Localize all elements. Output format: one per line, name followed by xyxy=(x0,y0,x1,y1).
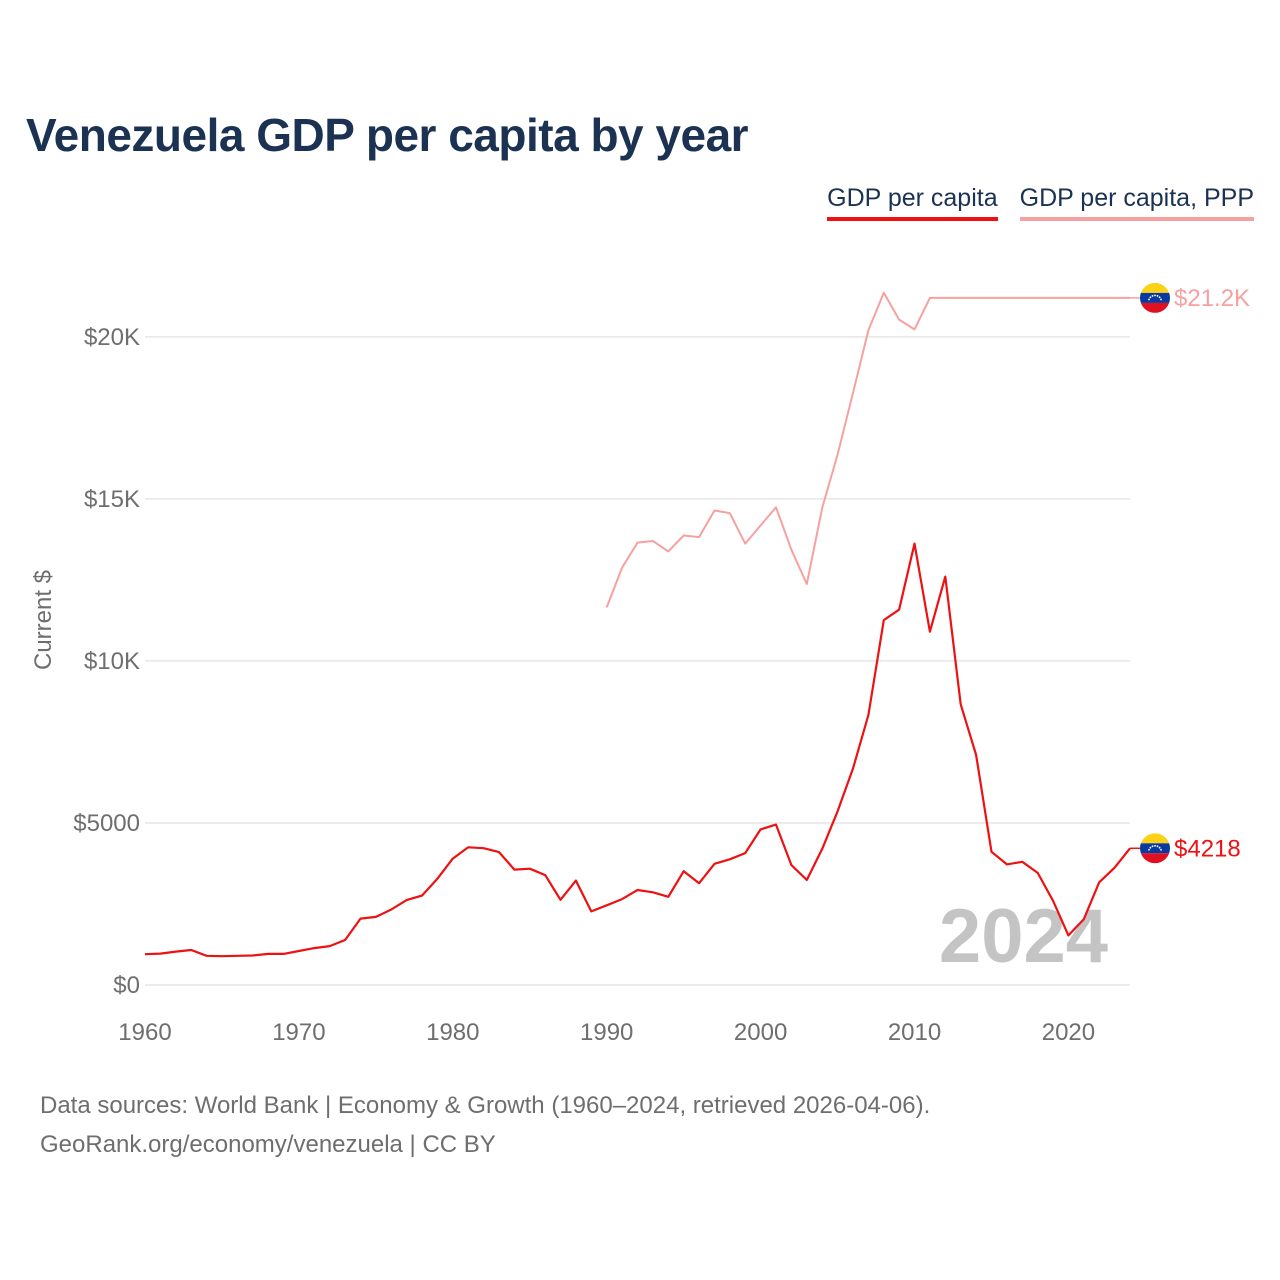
sources: Data sources: World Bank | Economy & Gro… xyxy=(40,1086,930,1164)
x-tick-label: 1960 xyxy=(118,1019,171,1046)
y-axis-label: Current $ xyxy=(30,570,57,670)
flag-star xyxy=(1156,295,1159,297)
flag-star xyxy=(1158,296,1161,299)
flag-stripe-yellow xyxy=(1140,282,1170,293)
flag-star xyxy=(1151,845,1154,848)
y-tick-label: $20K xyxy=(84,324,140,351)
flag-star xyxy=(1149,846,1152,849)
x-tick-label: 1990 xyxy=(580,1019,633,1046)
flag-star xyxy=(1160,298,1162,301)
flag-icon-ppp xyxy=(1140,282,1170,313)
chart-title: Venezuela GDP per capita by year xyxy=(26,109,749,161)
source-line-2[interactable]: GeoRank.org/economy/venezuela | CC BY xyxy=(40,1131,496,1158)
flag-star xyxy=(1149,296,1152,299)
legend: GDP per capita GDP per capita, PPP xyxy=(827,184,1254,221)
legend-item-ppp[interactable]: GDP per capita, PPP xyxy=(1019,184,1254,221)
endpoint-layer: $21.2K $4218 xyxy=(1130,282,1250,864)
series-layer xyxy=(144,291,1131,958)
flag-star xyxy=(1151,295,1154,297)
year-watermark: 2024 xyxy=(939,894,1108,979)
end-label-gdp: $4218 xyxy=(1174,835,1241,862)
x-tick-label: 1980 xyxy=(426,1019,479,1046)
flag-stripe-red xyxy=(1140,302,1170,313)
x-tick-label: 2020 xyxy=(1042,1019,1095,1046)
y-tick-label: $0 xyxy=(113,972,140,999)
flag-stripe-red xyxy=(1140,853,1170,864)
y-tick-label: $5000 xyxy=(73,810,140,837)
flag-stripe-blue xyxy=(1140,292,1170,303)
flag-stripe-yellow xyxy=(1140,833,1170,844)
y-tick-label: $10K xyxy=(84,648,140,675)
flag-star xyxy=(1148,298,1150,301)
series-line-ppp xyxy=(605,291,1130,608)
flag-star xyxy=(1154,844,1156,847)
flag-star xyxy=(1148,848,1150,851)
flag-stripe-blue xyxy=(1140,843,1170,854)
legend-item-gdp[interactable]: GDP per capita xyxy=(827,184,998,221)
grid-layer xyxy=(145,336,1130,986)
flag-stripes xyxy=(1140,282,1170,313)
chart-svg: $0 $5000 $10K $15K $20K 1960 1970 1980 1990 2000 2… xyxy=(30,282,1250,1046)
flag-stripes xyxy=(1140,833,1170,864)
series-line-gdp xyxy=(144,542,1131,958)
y-tick-label: $15K xyxy=(84,486,140,513)
end-label-ppp: $21.2K xyxy=(1174,285,1250,312)
source-line-1: Data sources: World Bank | Economy & Gro… xyxy=(40,1092,931,1119)
flag-star xyxy=(1160,848,1162,851)
x-tick-label: 2000 xyxy=(734,1019,787,1046)
flag-star xyxy=(1158,846,1161,849)
flag-star xyxy=(1156,845,1159,848)
flag-star xyxy=(1154,294,1156,297)
x-tick-label: 1970 xyxy=(272,1019,325,1046)
x-tick-label: 2010 xyxy=(888,1019,941,1046)
flag-icon-gdp xyxy=(1140,833,1170,864)
axis-layer: $0 $5000 $10K $15K $20K 1960 1970 1980 1990 2000 2… xyxy=(73,324,1095,1046)
